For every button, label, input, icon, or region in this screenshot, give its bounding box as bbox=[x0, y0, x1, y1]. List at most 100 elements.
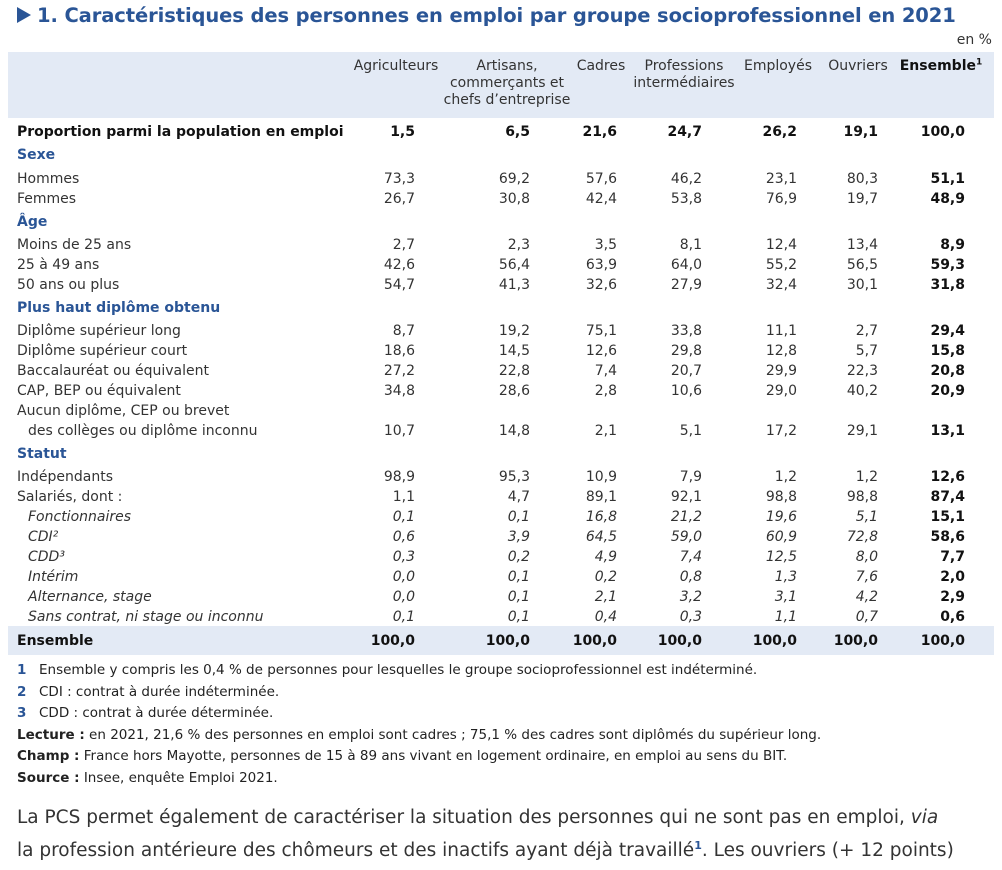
table-cell: 57,6 bbox=[585, 171, 617, 187]
table-cell: 72,8 bbox=[846, 529, 878, 545]
table-cell: 0,4 bbox=[594, 609, 617, 625]
table-cell: 7,7 bbox=[940, 549, 965, 565]
table-cell: 0,6 bbox=[940, 609, 965, 625]
table-cell: 27,9 bbox=[670, 277, 702, 293]
row-label: Moins de 25 ans bbox=[17, 237, 132, 253]
table-cell: 29,8 bbox=[670, 343, 702, 359]
note-text: Insee, enquête Emploi 2021. bbox=[79, 769, 278, 786]
body-line-1: La PCS permet également de caractériser … bbox=[17, 807, 939, 828]
table-cell: 0,8 bbox=[679, 569, 702, 585]
column-header-line: Professions bbox=[644, 58, 724, 74]
table-cell: 3,9 bbox=[507, 529, 530, 545]
note-text: en 2021, 21,6 % des personnes en emploi … bbox=[84, 726, 822, 743]
table-cell: 95,3 bbox=[498, 469, 530, 485]
column-header-line: Artisans, bbox=[476, 58, 538, 74]
table-row: CAP, BEP ou équivalent 34,8 28,6 2,8 10,6 29,… bbox=[0, 381, 1002, 401]
row-label: Aucun diplôme, CEP ou brevet bbox=[17, 403, 230, 419]
table-cell: 42,4 bbox=[585, 191, 617, 207]
table-row: Diplôme supérieur long 8,7 19,2 75,1 33,8 11,… bbox=[0, 321, 1002, 341]
table-cell: 31,8 bbox=[930, 277, 965, 293]
table-cell: 2,0 bbox=[940, 569, 965, 585]
table-cell: 33,8 bbox=[670, 323, 702, 339]
column-header-line: intermédiaires bbox=[633, 75, 735, 91]
table-cell: 8,1 bbox=[679, 237, 702, 253]
table-cell: 10,9 bbox=[585, 469, 617, 485]
table-title: 1. Caractéristiques des personnes en emp… bbox=[17, 4, 956, 27]
row-label: Proportion parmi la population en emploi bbox=[17, 124, 344, 140]
footnote-text: CDD : contrat à durée déterminée. bbox=[39, 705, 274, 721]
row-label: Indépendants bbox=[17, 469, 113, 485]
table-cell: 98,9 bbox=[383, 469, 415, 485]
row-label: Âge bbox=[17, 214, 48, 230]
column-header-line: Employés bbox=[743, 58, 813, 74]
row-label: Baccalauréat ou équivalent bbox=[17, 363, 209, 379]
table-cell: 76,9 bbox=[765, 191, 797, 207]
note-text: France hors Mayotte, personnes de 15 à 8… bbox=[79, 748, 788, 764]
table-cell: 63,9 bbox=[585, 257, 617, 273]
column-header: Ensemble1 bbox=[896, 58, 986, 75]
table-row: Sans contrat, ni stage ou inconnu 0,1 0,1 0… bbox=[0, 607, 1002, 627]
table-cell: 100,0 bbox=[572, 633, 617, 649]
table-cell: 0,1 bbox=[392, 609, 415, 625]
table-row: Alternance, stage 0,0 0,1 2,1 3,2 3,1 4,2 2,9 bbox=[0, 587, 1002, 607]
table-row: CDD³ 0,3 0,2 4,9 7,4 12,5 8,0 7,7 bbox=[0, 547, 1002, 567]
table-cell: 27,2 bbox=[383, 363, 415, 379]
table-row: Plus haut diplôme obtenu bbox=[0, 298, 1002, 318]
table-cell: 13,1 bbox=[930, 423, 965, 439]
total-band bbox=[8, 626, 994, 655]
table-cell: 15,1 bbox=[930, 509, 965, 525]
table-row: des collèges ou diplôme inconnu 10,7 14,8 2… bbox=[0, 421, 1002, 441]
row-label: Salariés, dont : bbox=[17, 489, 123, 505]
table-cell: 64,5 bbox=[585, 529, 617, 545]
table-cell: 29,9 bbox=[765, 363, 797, 379]
table-cell: 1,1 bbox=[774, 609, 797, 625]
note-label: Champ : bbox=[17, 748, 80, 764]
column-header-line: chefs d’entreprise bbox=[443, 92, 571, 108]
table-cell: 26,2 bbox=[762, 124, 797, 140]
table-cell: 8,9 bbox=[940, 237, 965, 253]
table-cell: 13,4 bbox=[846, 237, 878, 253]
table-row: Statut bbox=[0, 444, 1002, 464]
table-cell: 4,9 bbox=[594, 549, 617, 565]
table-cell: 59,3 bbox=[930, 257, 965, 273]
footnote-text: Ensemble y compris les 0,4 % de personne… bbox=[39, 662, 758, 678]
table-cell: 0,0 bbox=[392, 569, 415, 585]
table-cell: 100,0 bbox=[752, 633, 797, 649]
table-cell: 19,6 bbox=[765, 509, 797, 525]
table-cell: 0,1 bbox=[507, 569, 530, 585]
table-cell: 6,5 bbox=[505, 124, 530, 140]
column-header-line: Cadres bbox=[576, 58, 626, 74]
table-cell: 55,2 bbox=[765, 257, 797, 273]
row-label: Sexe bbox=[17, 147, 56, 163]
column-header: Ouvriers bbox=[823, 58, 893, 75]
table-cell: 80,3 bbox=[846, 171, 878, 187]
row-label: 50 ans ou plus bbox=[17, 277, 120, 293]
table-cell: 11,1 bbox=[765, 323, 797, 339]
column-header: Cadres bbox=[571, 58, 631, 75]
row-label: Intérim bbox=[28, 569, 79, 585]
table-row: Intérim 0,0 0,1 0,2 0,8 1,3 7,6 2,0 bbox=[0, 567, 1002, 587]
table-cell: 5,7 bbox=[855, 343, 878, 359]
row-label: Hommes bbox=[17, 171, 80, 187]
table-cell: 0,0 bbox=[392, 589, 415, 605]
table-cell: 100,0 bbox=[920, 124, 965, 140]
table-cell: 10,7 bbox=[383, 423, 415, 439]
table-cell: 2,1 bbox=[594, 423, 617, 439]
table-cell: 19,2 bbox=[498, 323, 530, 339]
footnote-text: CDI : contrat à durée indéterminée. bbox=[39, 683, 280, 700]
table-cell: 22,8 bbox=[498, 363, 530, 379]
row-label: Ensemble bbox=[17, 633, 94, 649]
table-cell: 23,1 bbox=[765, 171, 797, 187]
table-cell: 12,6 bbox=[930, 469, 965, 485]
table-cell: 0,1 bbox=[507, 609, 530, 625]
table-cell: 60,9 bbox=[765, 529, 797, 545]
table-cell: 8,7 bbox=[392, 323, 415, 339]
table-cell: 2,7 bbox=[855, 323, 878, 339]
table-cell: 30,1 bbox=[846, 277, 878, 293]
table-cell: 34,8 bbox=[383, 383, 415, 399]
table-row: 25 à 49 ans 42,6 56,4 63,9 64,0 55,2 56,5 59,3 bbox=[0, 255, 1002, 275]
table-cell: 58,6 bbox=[930, 529, 965, 545]
table-cell: 1,5 bbox=[390, 124, 415, 140]
table-cell: 0,6 bbox=[392, 529, 415, 545]
